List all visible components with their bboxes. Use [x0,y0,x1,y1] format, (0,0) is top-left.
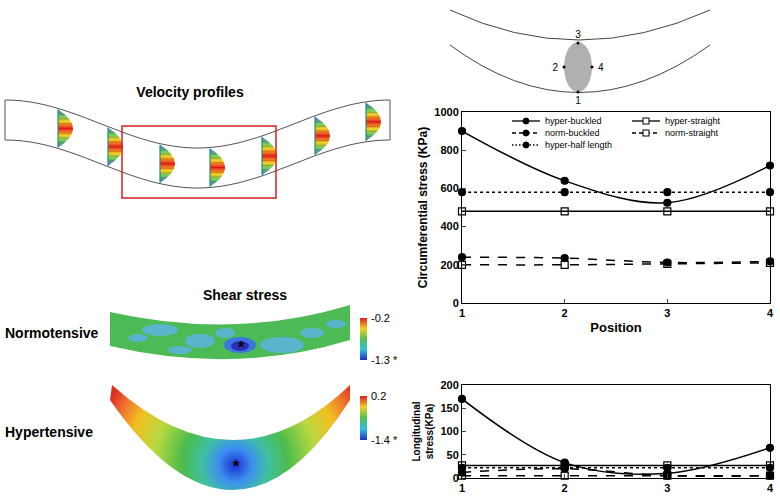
svg-text:0.2: 0.2 [371,390,386,402]
svg-text:-1.3 *: -1.3 * [371,354,398,366]
svg-text:Circumferential stress (KPa): Circumferential stress (KPa) [416,127,430,288]
svg-text:Longitudinalstress(KPa): Longitudinalstress(KPa) [411,401,435,461]
svg-text:400: 400 [440,220,458,232]
svg-text:100: 100 [440,425,458,437]
svg-text:600: 600 [440,182,458,194]
svg-text:0: 0 [453,472,459,484]
svg-text:Shear stress: Shear stress [203,287,287,303]
svg-text:*: * [238,339,245,356]
svg-text:1000: 1000 [434,106,458,118]
svg-text:hyper-buckled: hyper-buckled [545,116,602,126]
svg-text:4: 4 [598,62,604,73]
svg-text:1: 1 [575,95,581,106]
svg-text:150: 150 [440,402,458,414]
svg-text:800: 800 [440,144,458,156]
svg-text:4: 4 [767,307,774,319]
svg-text:norm-buckled: norm-buckled [545,128,600,138]
svg-text:2: 2 [552,62,558,73]
svg-text:2: 2 [562,307,568,319]
svg-text:Hypertensive: Hypertensive [5,424,93,440]
svg-text:*: * [233,458,240,475]
svg-text:200: 200 [440,259,458,271]
svg-text:1: 1 [459,307,465,319]
svg-text:Position: Position [590,320,641,335]
svg-text:200: 200 [440,379,458,391]
svg-text:2: 2 [562,482,568,494]
svg-text:50: 50 [447,449,459,461]
svg-text:1: 1 [459,482,465,494]
svg-text:4: 4 [767,482,774,494]
svg-text:hyper-straight: hyper-straight [665,116,721,126]
svg-text:Normotensive: Normotensive [5,325,99,341]
svg-text:3: 3 [575,29,581,40]
svg-text:norm-straight: norm-straight [665,128,719,138]
svg-text:0: 0 [453,297,459,309]
svg-text:3: 3 [664,307,670,319]
svg-text:-1.4 *: -1.4 * [371,434,398,446]
svg-text:-0.2: -0.2 [371,312,390,324]
svg-text:3: 3 [664,482,670,494]
svg-text:Velocity profiles: Velocity profiles [136,84,244,100]
svg-text:hyper-half length: hyper-half length [545,140,612,150]
